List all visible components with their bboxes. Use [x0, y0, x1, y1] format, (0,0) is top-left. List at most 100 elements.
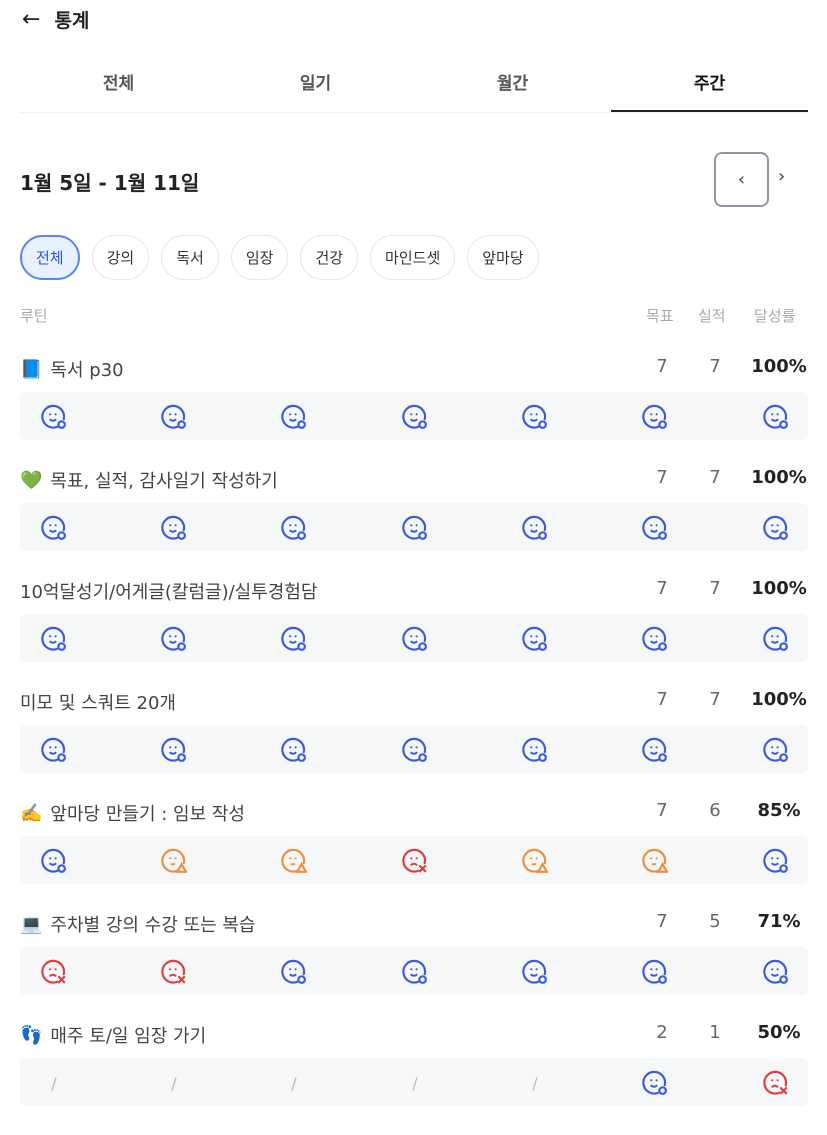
smile-check-icon[interactable] — [401, 625, 429, 653]
routine-title[interactable]: 💚 목표, 실적, 감사일기 작성하기 — [20, 467, 278, 493]
chip-filter[interactable]: 독서 — [161, 235, 219, 280]
achievement-rate: 50% — [757, 1022, 801, 1043]
date-range: 1월 5일 - 1월 11일 — [20, 171, 200, 195]
smile-check-icon[interactable] — [641, 514, 669, 542]
goal-count: 7 — [656, 911, 668, 932]
achievement-rate: 85% — [757, 800, 801, 821]
arrow-left-icon[interactable]: ← — [22, 6, 41, 32]
tab-bar: 전체 일기 월간 주간 — [20, 62, 808, 113]
page-title: 통계 — [54, 9, 90, 32]
routine-name: 주차별 강의 수강 또는 복습 — [50, 915, 256, 936]
smile-check-icon[interactable] — [160, 514, 188, 542]
smile-check-icon[interactable] — [280, 736, 308, 764]
chevron-left-icon: ‹ — [737, 169, 746, 190]
sad-x-icon[interactable] — [40, 958, 68, 986]
smile-check-icon[interactable] — [521, 403, 549, 431]
goal-count: 7 — [656, 467, 668, 488]
smile-check-icon[interactable] — [160, 403, 188, 431]
smile-check-icon[interactable] — [401, 736, 429, 764]
tab-all[interactable]: 전체 — [102, 74, 135, 94]
no-record-mark: / — [412, 1073, 418, 1093]
chip-filter[interactable]: 앞마당 — [467, 235, 539, 280]
smile-check-icon[interactable] — [521, 958, 549, 986]
smile-check-icon[interactable] — [641, 625, 669, 653]
tab-monthly[interactable]: 월간 — [496, 74, 529, 94]
smile-check-icon[interactable] — [280, 514, 308, 542]
smile-check-icon[interactable] — [160, 625, 188, 653]
actual-count: 7 — [709, 578, 721, 599]
chip-filter[interactable]: 마인드셋 — [370, 235, 456, 280]
daily-status-bar — [20, 947, 808, 995]
smile-check-icon[interactable] — [160, 736, 188, 764]
smile-check-icon[interactable] — [280, 403, 308, 431]
achievement-rate: 100% — [751, 689, 807, 710]
smile-check-icon[interactable] — [521, 514, 549, 542]
chip-filter[interactable]: 건강 — [300, 235, 359, 280]
category-filter: 전체 강의 독서 임장 건강 마인드셋 앞마당 — [20, 235, 539, 280]
smile-check-icon[interactable] — [762, 514, 790, 542]
routine-emoji: 👣 — [20, 1024, 43, 1046]
achievement-rate: 100% — [751, 467, 807, 488]
neutral-warning-icon[interactable] — [521, 847, 549, 875]
routine-title[interactable]: 10억달성기/어게글(칼럼글)/실투경험담 — [20, 578, 317, 604]
smile-check-icon[interactable] — [401, 514, 429, 542]
routine-title[interactable]: 💻 주차별 강의 수강 또는 복습 — [20, 911, 255, 937]
smile-check-icon[interactable] — [641, 403, 669, 431]
routine-emoji: 💚 — [20, 469, 43, 491]
neutral-warning-icon[interactable] — [160, 847, 188, 875]
routine-title[interactable]: ✍️ 앞마당 만들기 : 임보 작성 — [20, 800, 245, 826]
goal-count: 7 — [656, 689, 668, 710]
neutral-warning-icon[interactable] — [641, 847, 669, 875]
goal-count: 7 — [656, 800, 668, 821]
smile-check-icon[interactable] — [40, 514, 68, 542]
smile-check-icon[interactable] — [521, 625, 549, 653]
sad-x-icon[interactable] — [401, 847, 429, 875]
routine-name: 독서 p30 — [50, 360, 124, 381]
routine-title[interactable]: 📘 독서 p30 — [20, 356, 124, 382]
smile-check-icon[interactable] — [762, 403, 790, 431]
neutral-warning-icon[interactable] — [280, 847, 308, 875]
routine-name: 앞마당 만들기 : 임보 작성 — [50, 804, 245, 825]
smile-check-icon[interactable] — [401, 403, 429, 431]
tab-diary[interactable]: 일기 — [299, 74, 332, 94]
smile-check-icon[interactable] — [40, 736, 68, 764]
routine-title[interactable]: 미모 및 스쿼트 20개 — [20, 689, 176, 715]
smile-check-icon[interactable] — [762, 736, 790, 764]
actual-count: 6 — [709, 800, 721, 821]
actual-count: 5 — [709, 911, 721, 932]
chip-filter[interactable]: 전체 — [20, 235, 80, 280]
smile-check-icon[interactable] — [401, 958, 429, 986]
achievement-rate: 71% — [757, 911, 801, 932]
smile-check-icon[interactable] — [40, 403, 68, 431]
smile-check-icon[interactable] — [280, 625, 308, 653]
routine-name: 10억달성기/어게글(칼럼글)/실투경험담 — [20, 582, 318, 603]
achievement-rate: 100% — [751, 578, 807, 599]
routine-title[interactable]: 👣 매주 토/일 임장 가기 — [20, 1022, 206, 1048]
chip-filter[interactable]: 임장 — [230, 235, 289, 280]
actual-count: 7 — [709, 689, 721, 710]
smile-check-icon[interactable] — [641, 1069, 669, 1097]
sad-x-icon[interactable] — [160, 958, 188, 986]
achievement-rate: 100% — [751, 356, 807, 377]
sad-x-icon[interactable] — [762, 1069, 790, 1097]
smile-check-icon[interactable] — [762, 847, 790, 875]
no-record-mark: / — [291, 1073, 297, 1093]
smile-check-icon[interactable] — [641, 736, 669, 764]
smile-check-icon[interactable] — [40, 625, 68, 653]
smile-check-icon[interactable] — [762, 625, 790, 653]
smile-check-icon[interactable] — [762, 958, 790, 986]
smile-check-icon[interactable] — [40, 847, 68, 875]
no-record-mark: / — [532, 1073, 538, 1093]
actual-count: 7 — [709, 356, 721, 377]
column-rate: 달성률 — [754, 307, 796, 325]
tab-weekly[interactable]: 주간 — [611, 62, 808, 112]
daily-status-bar — [20, 392, 808, 440]
smile-check-icon[interactable] — [280, 958, 308, 986]
next-week-button[interactable]: › — [778, 166, 786, 187]
smile-check-icon[interactable] — [521, 736, 549, 764]
routine-emoji: ✍️ — [20, 802, 43, 824]
prev-week-button[interactable]: ‹ — [714, 152, 769, 207]
smile-check-icon[interactable] — [641, 958, 669, 986]
daily-status-bar — [20, 836, 808, 884]
chip-filter[interactable]: 강의 — [91, 235, 150, 280]
